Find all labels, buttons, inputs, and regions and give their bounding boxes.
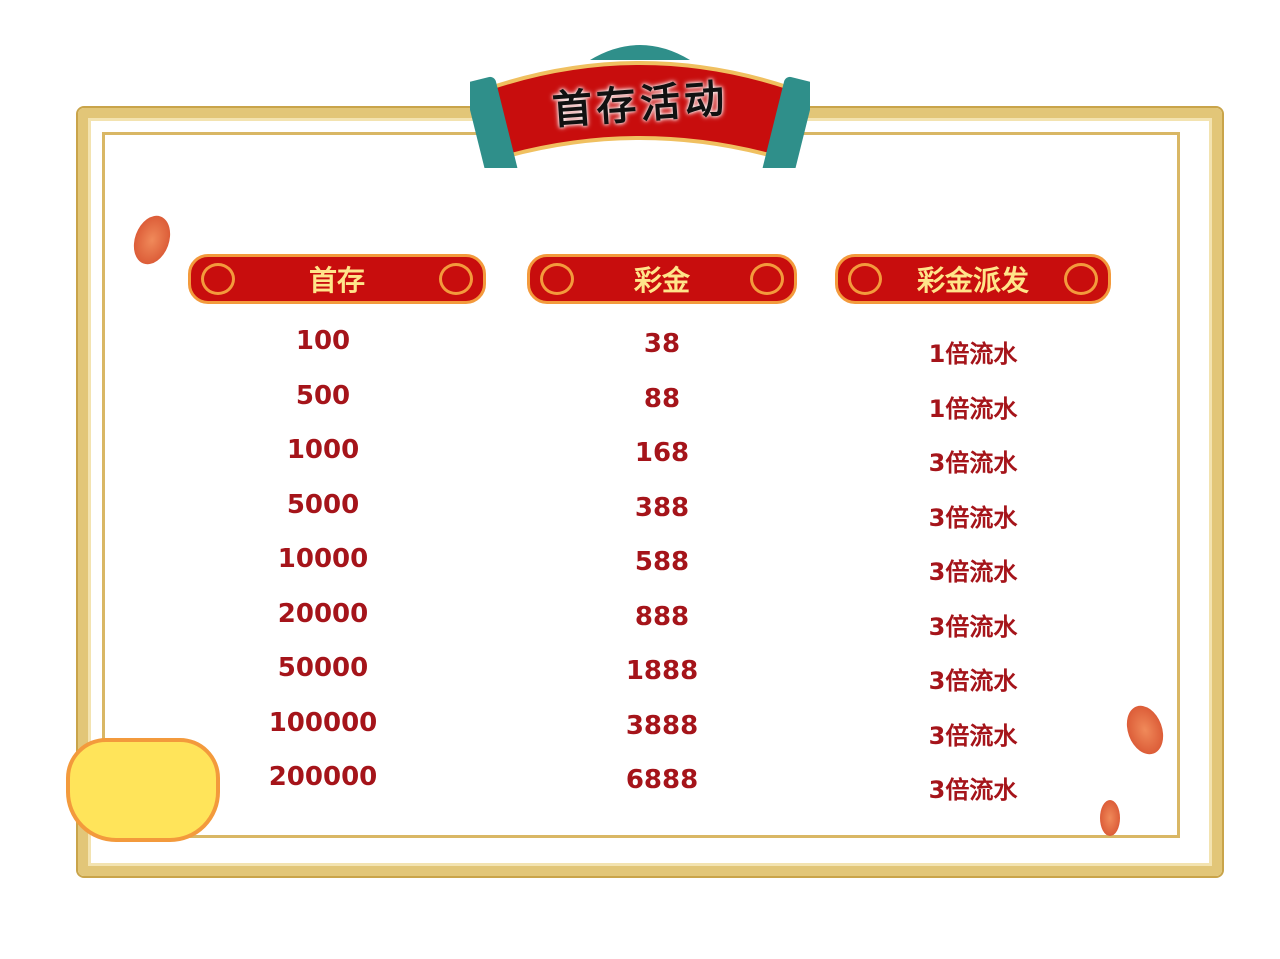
cell-bonus: 168 xyxy=(634,438,690,468)
cell-deposit: 100000 xyxy=(268,707,378,738)
cell-deposit: 50000 xyxy=(277,653,369,683)
cell-payout: 3倍流水 xyxy=(928,503,1018,532)
gold-ingot-icon xyxy=(66,738,220,842)
cloud-icon xyxy=(750,263,784,295)
cell-bonus: 6888 xyxy=(625,765,699,795)
cell-deposit: 5000 xyxy=(286,489,360,520)
cell-deposit: 20000 xyxy=(277,598,369,629)
cell-deposit: 100 xyxy=(295,326,351,356)
cell-payout: 1倍流水 xyxy=(928,340,1018,368)
cell-deposit: 500 xyxy=(295,380,351,411)
cell-payout: 3倍流水 xyxy=(928,721,1018,750)
cell-deposit: 1000 xyxy=(286,435,360,465)
cloud-icon xyxy=(1064,263,1098,295)
koi-fish-icon xyxy=(1100,800,1120,836)
header-payout: 彩金派发 xyxy=(835,254,1111,304)
cloud-icon xyxy=(540,263,574,295)
cloud-icon xyxy=(848,263,882,295)
cell-deposit: 10000 xyxy=(277,544,369,574)
cell-bonus: 388 xyxy=(634,492,690,523)
header-deposit: 首存 xyxy=(188,254,486,304)
cloud-icon xyxy=(439,263,473,295)
cell-payout: 1倍流水 xyxy=(928,394,1018,423)
cloud-icon xyxy=(201,263,235,295)
cell-payout: 3倍流水 xyxy=(928,776,1018,804)
header-label: 彩金 xyxy=(633,264,690,297)
header-bonus: 彩金 xyxy=(527,254,797,304)
header-label: 彩金派发 xyxy=(916,264,1029,297)
cell-bonus: 888 xyxy=(634,601,690,632)
cell-bonus: 1888 xyxy=(625,656,699,686)
cell-payout: 3倍流水 xyxy=(928,667,1018,695)
cell-deposit: 200000 xyxy=(268,762,378,792)
cell-bonus: 88 xyxy=(643,383,681,414)
cell-bonus: 3888 xyxy=(625,710,699,741)
cell-payout: 3倍流水 xyxy=(928,449,1018,477)
scroll-banner xyxy=(470,45,810,168)
cell-bonus: 588 xyxy=(634,547,690,577)
cell-payout: 3倍流水 xyxy=(928,612,1018,641)
cell-payout: 3倍流水 xyxy=(928,558,1018,586)
header-label: 首存 xyxy=(308,264,365,297)
cell-bonus: 38 xyxy=(643,329,681,359)
